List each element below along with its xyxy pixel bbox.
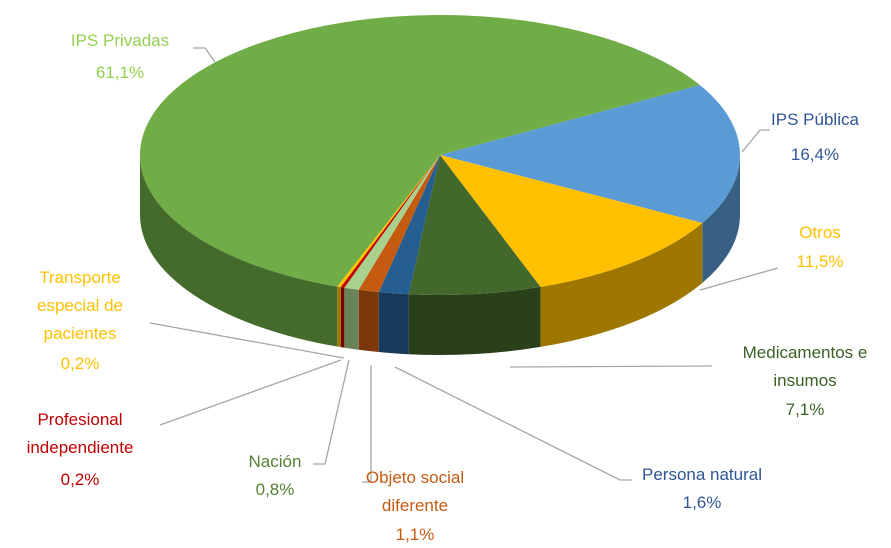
value-label: 61,1% bbox=[95, 63, 145, 82]
value-label: 11,5% bbox=[796, 252, 844, 271]
category-label: IPS Privadas bbox=[70, 31, 170, 50]
slice bbox=[344, 155, 440, 290]
slice-side bbox=[140, 155, 338, 347]
leader-line bbox=[741, 129, 770, 153]
slice-side bbox=[702, 155, 740, 283]
leader-line bbox=[362, 365, 372, 483]
slice bbox=[408, 155, 541, 295]
category-label: IPS Pública bbox=[771, 110, 859, 129]
value-label: 0,2% bbox=[60, 470, 100, 489]
value-label: 1,1% bbox=[395, 525, 435, 544]
leader-line bbox=[313, 359, 350, 465]
slice bbox=[337, 155, 440, 288]
leader-line bbox=[699, 267, 779, 291]
slice bbox=[140, 15, 700, 287]
category-label: Otros bbox=[799, 223, 841, 242]
slice-side bbox=[358, 289, 379, 353]
slice bbox=[340, 155, 440, 288]
slice-side bbox=[378, 292, 409, 355]
category-label: Persona natural bbox=[641, 465, 763, 484]
category-label: Nación bbox=[248, 452, 302, 471]
value-label: 0,2% bbox=[60, 354, 100, 373]
category-label: Medicamentos e insumos bbox=[742, 343, 868, 390]
leader-line bbox=[394, 366, 632, 481]
value-label: 1,6% bbox=[682, 493, 722, 512]
value-label: 16,4% bbox=[790, 145, 840, 164]
leader-line bbox=[149, 322, 345, 359]
category-label: Profesional independiente bbox=[26, 410, 134, 457]
value-label: 7,1% bbox=[785, 400, 825, 419]
slice bbox=[440, 155, 703, 287]
slice-side bbox=[337, 286, 341, 348]
category-label: Objeto social diferente bbox=[365, 468, 465, 515]
slice bbox=[378, 155, 440, 295]
leader-line bbox=[193, 47, 216, 63]
slice-side bbox=[540, 222, 703, 347]
slice-side bbox=[340, 287, 345, 348]
category-label: Transporte especial de pacientes bbox=[36, 268, 123, 343]
slice bbox=[440, 85, 740, 223]
slice-side bbox=[408, 286, 541, 356]
leader-line bbox=[509, 365, 713, 368]
value-label: 0,8% bbox=[255, 480, 295, 499]
slice-side bbox=[344, 287, 359, 350]
slice bbox=[358, 155, 440, 293]
leader-line bbox=[159, 359, 342, 426]
